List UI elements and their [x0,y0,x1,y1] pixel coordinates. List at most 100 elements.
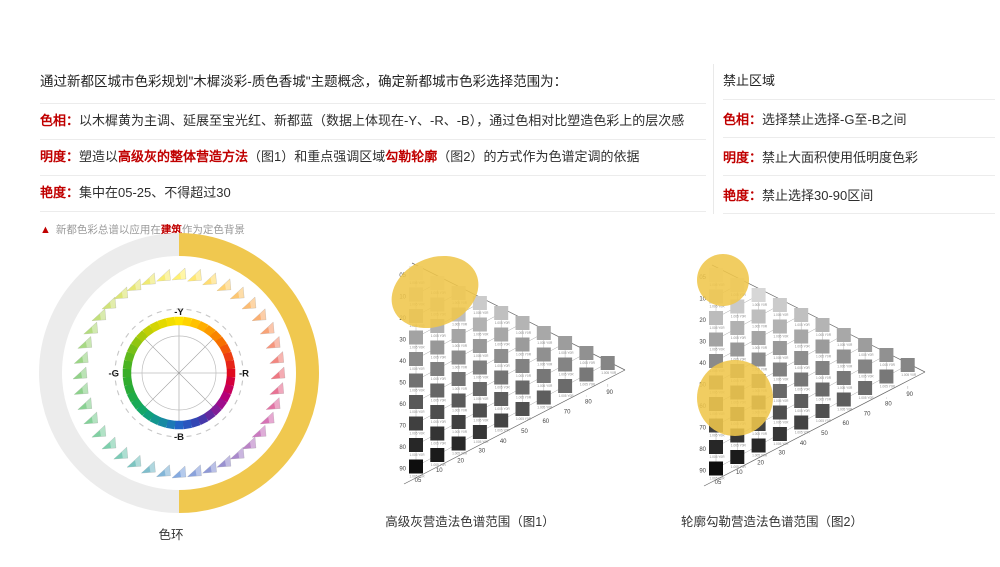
spectrum-cell [730,342,745,357]
highlighted-term: 勾勒轮廓 [385,149,438,164]
spectrum-cell [494,370,509,385]
spec-row: 明度：塑造以高级灰的整体营造方法（图1）和重点强调区域勾勒轮廓（图2）的方式作为… [40,140,706,176]
cell-micro-label: 1.005 Y0R [816,333,832,337]
wheel-axis-label: -B [174,432,184,443]
chroma-axis-label: 80 [585,400,592,406]
forbidden-row: 艳度：禁止选择30-90区间 [723,176,995,214]
chroma-axis-label: 05 [415,478,422,484]
forbidden-row-label: 艳度： [723,188,763,203]
spectrum-cell [451,350,466,365]
cone-glyph [229,446,245,460]
hue-square [182,316,192,327]
spec-row: 色相：以木樨黄为主调、延展至宝光红、新都蓝（数据上体现在-Y、-R、-B），通过… [40,104,706,140]
cell-micro-label: 1.005 Y0R [773,378,789,382]
chroma-axis-label: 30 [779,451,786,457]
spectrum-cell [579,367,594,382]
intro-text: 通过新都区城市色彩规划"木樨淡彩-质色香城"主题概念，确定新都城市色彩选择范围为… [40,66,706,104]
cone-glyph [140,460,156,474]
cell-micro-label: 1.005 Y0R [452,387,468,391]
cell-micro-label: 1.005 Y0R [580,383,596,387]
spectrum-cell [751,309,766,324]
spectrum-cell [536,347,551,362]
hue-square [122,376,133,386]
chroma-axis-label: 30 [479,449,486,455]
spectrum-cell [494,392,509,406]
spectrum-cell [900,358,915,372]
chroma-axis-label: 60 [542,419,549,425]
cell-micro-label: 1.005 Y0R [452,323,468,327]
cell-micro-label: 1.005 Y0R [710,477,726,481]
cell-micro-label: 1.005 Y0R [901,373,917,377]
spectrum-cell [451,393,466,408]
cell-micro-label: 1.005 Y0R [710,348,726,352]
cell-micro-label: 1.005 Y0R [495,364,511,368]
cell-micro-label: 1.005 Y0R [795,323,811,327]
cone-glyph [91,308,107,322]
value-axis-label: 80 [399,445,406,451]
spectrum-cell [451,436,466,451]
forbidden-row-label: 色相： [723,112,763,127]
cell-micro-label: 1.005 Y0R [473,419,489,423]
cell-micro-label: 1.005 Y0R [752,454,768,458]
cone-glyph [269,350,285,364]
hue-square [225,376,236,386]
spectrum-cell [709,332,723,347]
hue-square [166,316,176,327]
chroma-axis-label: 10 [436,468,443,474]
value-axis-label: 90 [399,467,406,473]
highlight-circle [697,254,749,306]
cell-micro-label: 1.005 Y0R [731,444,747,448]
spectrum-cell [409,352,423,366]
cell-micro-label: 1.005 Y0R [410,367,426,371]
value-axis-label: 70 [699,426,706,432]
spectrum-cell [451,415,466,429]
spectrum-cell [751,352,766,367]
note-line: ▲ 新都色彩总谱以应用在建筑作为定色背景 [40,222,706,237]
cell-micro-label: 1.005 Y0R [516,396,532,400]
value-axis-label: 90 [699,469,706,475]
cone-glyph [73,381,89,395]
cell-micro-label: 1.005 Y0R [452,409,468,413]
cell-micro-label: 1.005 Y0R [773,442,789,446]
spectrum-cell [536,390,551,405]
cell-micro-label: 1.005 Y0R [752,346,768,350]
cell-micro-label: 1.005 Y0R [431,377,447,381]
cell-micro-label: 1.005 Y0R [410,475,426,479]
hue-square [174,316,184,326]
hue-square [223,351,234,363]
highlighted-term: 高级灰的整体营造方法 [118,149,249,164]
spectrum-cell [536,369,551,383]
cone-glyph [216,454,232,468]
hue-square [174,420,184,430]
cell-micro-label: 1.005 Y0R [859,353,875,357]
cone-glyph [126,454,142,468]
cell-micro-label: 1.005 Y0R [752,303,768,307]
highlight-ellipse [391,255,479,329]
cone-glyph [186,464,202,478]
cone-glyph [73,350,89,364]
forbidden-row-text: 禁止大面积使用低明度色彩 [762,150,919,165]
cell-micro-label: 1.005 Y0R [795,366,811,370]
hue-square [166,419,176,430]
spectrum-cell [472,382,487,396]
cone-glyph [155,268,171,282]
spectrum-cell [730,450,745,464]
chroma-axis-label: 90 [906,392,913,398]
highlight-circle [697,360,773,436]
spectrum-cell [494,349,509,363]
hue-square [122,368,132,378]
spectrum-cell [472,403,487,418]
cone-glyph [171,267,187,281]
ring-left-gray [39,233,180,513]
cell-micro-label: 1.005 Y0R [495,343,511,347]
cone-glyph [251,424,267,438]
cell-micro-label: 1.005 Y0R [773,399,789,403]
cell-micro-label: 1.005 Y0R [773,421,789,425]
value-axis-label: 40 [399,359,406,365]
cell-micro-label: 1.005 Y0R [537,406,553,410]
spectrum-cell [409,373,423,388]
chroma-axis-label: 90 [606,390,613,396]
spectrum-cell [515,380,530,395]
cell-micro-label: 1.005 Y0R [752,432,768,436]
spectrum-cell [451,329,466,343]
